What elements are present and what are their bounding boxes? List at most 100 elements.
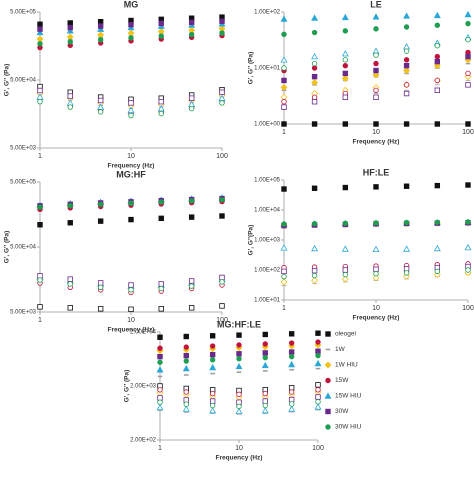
x-tick-label: 1 <box>282 305 286 312</box>
marker <box>280 56 288 63</box>
marker <box>342 121 349 127</box>
marker <box>183 344 189 350</box>
marker <box>373 184 379 190</box>
marker <box>311 79 319 87</box>
marker <box>373 87 379 93</box>
legend-label: 15W <box>335 377 349 384</box>
marker <box>219 89 225 95</box>
marker <box>372 245 380 252</box>
y-tick-label: 1.00E+02 <box>254 268 281 274</box>
marker <box>464 243 472 251</box>
marker <box>280 83 288 91</box>
marker <box>311 73 318 80</box>
marker <box>67 276 73 282</box>
marker <box>403 121 410 127</box>
legend-label: oleogel <box>335 331 357 338</box>
marker <box>373 266 379 273</box>
marker <box>372 13 380 20</box>
marker <box>209 351 216 358</box>
marker <box>403 245 411 252</box>
marker <box>311 65 318 71</box>
marker <box>182 405 190 412</box>
y-axis-title: G', G'' (Pa) <box>124 370 131 402</box>
marker <box>403 90 410 97</box>
marker <box>157 399 163 405</box>
marker <box>373 271 379 277</box>
marker <box>434 53 441 60</box>
marker <box>128 112 134 119</box>
marker <box>403 82 410 88</box>
marker <box>311 94 318 100</box>
x-tick-label: 100 <box>462 305 474 312</box>
marker <box>261 343 269 351</box>
marker <box>281 99 287 105</box>
y-axis-title: G', G'' (Pa) <box>4 231 11 263</box>
marker <box>188 305 195 311</box>
marker <box>288 396 295 403</box>
marker <box>209 406 217 414</box>
marker <box>342 70 349 77</box>
marker <box>465 70 471 77</box>
marker <box>288 353 295 360</box>
marker <box>403 67 411 75</box>
marker <box>403 62 410 69</box>
x-tick-label: 1 <box>282 129 286 136</box>
marker <box>128 100 134 106</box>
marker <box>342 62 349 69</box>
marker <box>209 357 216 363</box>
marker <box>158 215 164 222</box>
marker <box>434 182 441 189</box>
y-tick-label: 1.00E+02 <box>254 10 281 16</box>
marker <box>311 267 318 274</box>
y-tick-label: 1.00E+01 <box>254 298 281 304</box>
marker <box>188 19 195 26</box>
marker <box>37 26 43 32</box>
marker <box>403 183 410 189</box>
marker <box>434 121 441 127</box>
chart-title: MG:HF:LE <box>217 319 261 329</box>
chart-title: HF:LE <box>363 167 390 177</box>
marker <box>209 398 216 404</box>
marker <box>311 121 318 127</box>
marker <box>97 19 104 25</box>
marker <box>373 220 379 226</box>
y-axis-title: G', G'' (Pa) <box>248 52 255 84</box>
legend-marker <box>325 377 331 384</box>
marker <box>36 28 44 36</box>
marker <box>464 73 472 81</box>
marker <box>311 272 318 279</box>
marker <box>188 31 195 38</box>
marker <box>288 401 295 407</box>
marker <box>183 352 189 359</box>
x-tick-label: 10 <box>372 129 380 136</box>
marker <box>281 31 287 37</box>
marker <box>67 104 73 110</box>
x-tick-label: 100 <box>462 129 474 136</box>
marker <box>262 402 268 409</box>
marker <box>372 274 380 282</box>
marker <box>311 60 318 67</box>
marker <box>97 37 104 43</box>
marker <box>157 345 163 351</box>
marker <box>158 281 164 287</box>
marker <box>67 24 73 31</box>
y-tick-label: 1.00E+05 <box>254 178 281 184</box>
marker <box>209 333 216 339</box>
x-axis-title: Frequency (Hz) <box>353 315 400 322</box>
marker <box>434 43 441 49</box>
marker <box>262 398 268 404</box>
marker <box>128 22 134 28</box>
marker <box>183 389 189 395</box>
marker <box>281 104 287 110</box>
marker <box>315 399 321 405</box>
marker <box>158 33 164 39</box>
y-tick-label: 2.00E+03 <box>130 384 157 390</box>
marker <box>97 284 104 290</box>
marker <box>280 278 288 286</box>
marker <box>288 389 295 395</box>
marker <box>434 268 441 275</box>
marker <box>342 220 349 227</box>
marker <box>434 77 441 84</box>
marker <box>403 219 410 226</box>
marker <box>128 282 134 288</box>
